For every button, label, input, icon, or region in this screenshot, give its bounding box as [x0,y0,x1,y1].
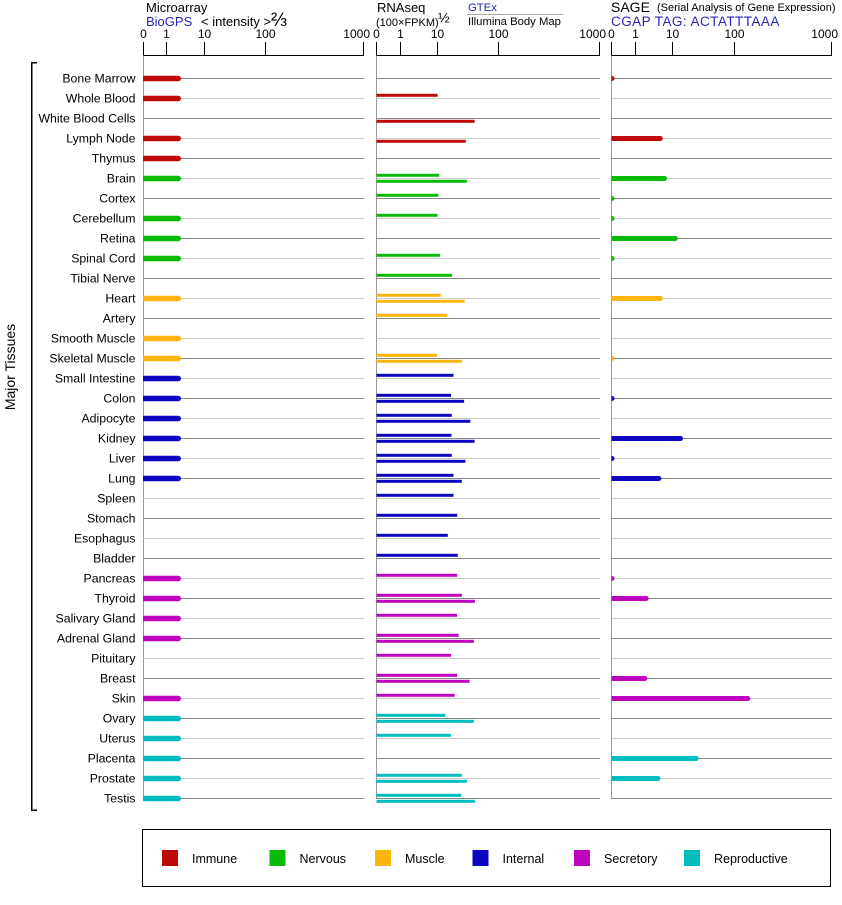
svg-text:< intensity >: < intensity > [201,14,271,29]
svg-text:Muscle: Muscle [405,852,445,866]
svg-text:Illumina Body Map: Illumina Body Map [468,16,561,28]
svg-text:Bladder: Bladder [93,552,135,566]
svg-text:Uterus: Uterus [99,732,135,746]
svg-text:Lymph Node: Lymph Node [66,132,135,146]
svg-text:Whole Blood: Whole Blood [66,92,136,106]
svg-text:Prostate: Prostate [90,772,136,786]
svg-text:CGAP TAG: ACTATTTAAA: CGAP TAG: ACTATTTAAA [611,14,780,29]
svg-text:Adipocyte: Adipocyte [81,412,135,426]
svg-text:1000: 1000 [811,27,838,41]
svg-text:Retina: Retina [100,232,136,246]
svg-text:(100×FPKM): (100×FPKM) [376,17,439,29]
svg-text:Tibial Nerve: Tibial Nerve [70,272,135,286]
svg-text:Salivary Gland: Salivary Gland [56,612,136,626]
svg-text:GTEx: GTEx [468,2,497,14]
svg-text:0: 0 [608,27,615,41]
svg-text:Small Intestine: Small Intestine [55,372,136,386]
svg-text:White Blood Cells: White Blood Cells [38,112,135,126]
svg-text:0: 0 [140,27,147,41]
svg-text:Cortex: Cortex [99,192,136,206]
svg-text:½: ½ [438,10,450,26]
svg-text:⅔: ⅔ [271,10,287,31]
svg-text:Adrenal Gland: Adrenal Gland [57,632,136,646]
svg-text:(Serial Analysis of Gene Expre: (Serial Analysis of Gene Expression) [657,2,836,14]
svg-text:Liver: Liver [109,452,136,466]
svg-text:Lung: Lung [108,472,136,486]
svg-text:Spleen: Spleen [97,492,135,506]
svg-text:1: 1 [397,27,404,41]
svg-text:1000: 1000 [579,27,606,41]
svg-text:Colon: Colon [103,392,135,406]
svg-text:Skeletal Muscle: Skeletal Muscle [49,352,135,366]
svg-text:10: 10 [431,27,445,41]
svg-text:Placenta: Placenta [88,752,136,766]
svg-text:Reproductive: Reproductive [714,852,788,866]
svg-text:100: 100 [255,27,275,41]
svg-text:Kidney: Kidney [98,432,136,446]
svg-text:RNAseq: RNAseq [377,0,425,15]
svg-text:Breast: Breast [100,672,136,686]
svg-text:Thymus: Thymus [92,152,136,166]
svg-text:Testis: Testis [104,792,135,806]
svg-text:100: 100 [488,27,508,41]
svg-text:Artery: Artery [103,312,137,326]
svg-text:Skin: Skin [112,692,136,706]
svg-text:Thyroid: Thyroid [94,592,135,606]
svg-text:100: 100 [724,27,744,41]
svg-text:Spinal Cord: Spinal Cord [71,252,135,266]
svg-text:Esophagus: Esophagus [74,532,136,546]
svg-text:Cerebellum: Cerebellum [73,212,136,226]
svg-text:Brain: Brain [107,172,136,186]
svg-text:10: 10 [666,27,680,41]
svg-text:Ovary: Ovary [103,712,137,726]
svg-text:Pancreas: Pancreas [84,572,136,586]
svg-text:1: 1 [632,27,639,41]
svg-text:Immune: Immune [192,852,237,866]
svg-text:Heart: Heart [105,292,136,306]
svg-text:1: 1 [163,27,170,41]
svg-text:Internal: Internal [503,852,545,866]
svg-text:Nervous: Nervous [300,852,347,866]
svg-text:SAGE: SAGE [611,0,650,15]
svg-text:Major Tissues: Major Tissues [2,324,18,410]
svg-text:Bone Marrow: Bone Marrow [62,72,135,86]
svg-text:10: 10 [198,27,212,41]
svg-text:BioGPS: BioGPS [146,14,193,29]
svg-text:1000: 1000 [343,27,370,41]
svg-text:0: 0 [373,27,380,41]
svg-text:Stomach: Stomach [87,512,136,526]
svg-text:Smooth Muscle: Smooth Muscle [51,332,136,346]
svg-text:Pituitary: Pituitary [91,652,136,666]
svg-text:Secretory: Secretory [604,852,658,866]
svg-text:Microarray: Microarray [146,0,208,15]
